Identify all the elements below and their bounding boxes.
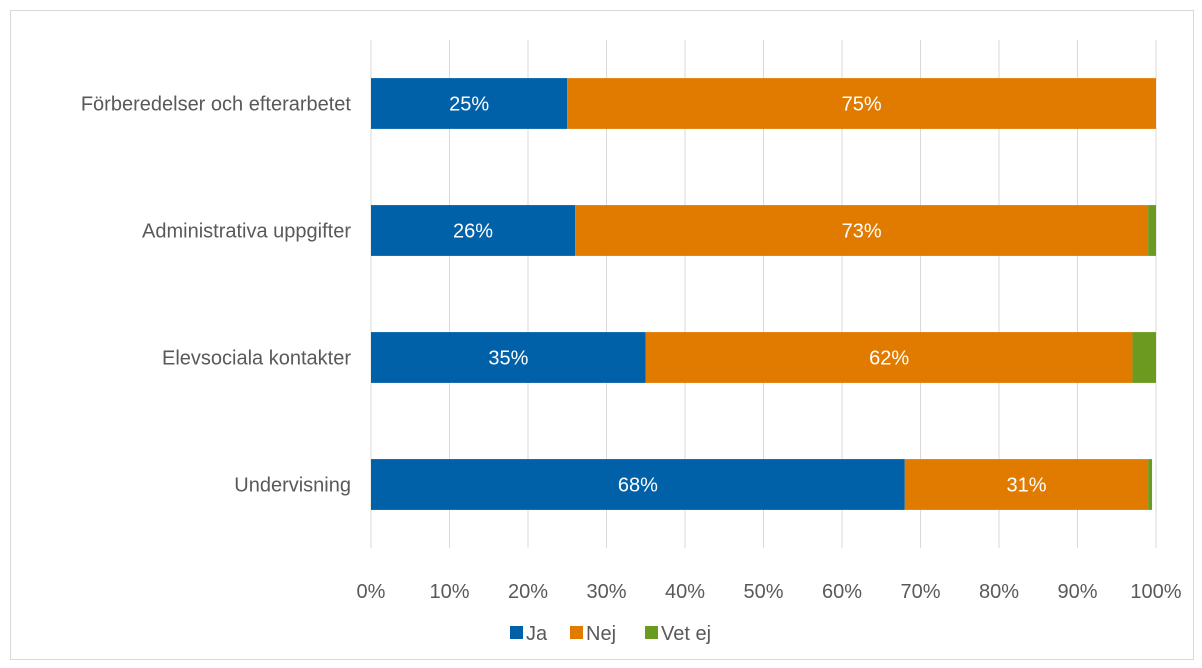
data-label: 68%	[618, 475, 658, 497]
data-label: 73%	[842, 221, 882, 243]
x-tick-label: 80%	[979, 581, 1019, 603]
bar-segment	[1148, 459, 1153, 510]
x-tick-label: 90%	[1057, 581, 1097, 603]
x-tick-label: 10%	[429, 581, 469, 603]
bar-segment	[371, 332, 646, 383]
x-tick-label: 60%	[822, 581, 862, 603]
legend-swatch	[510, 626, 523, 639]
data-label: 25%	[449, 94, 489, 116]
category-label: Administrativa uppgifter	[142, 221, 351, 243]
legend-swatch	[570, 626, 583, 639]
bar-segment	[1148, 205, 1156, 256]
bar-segment	[371, 205, 576, 256]
bar-segment	[645, 332, 1133, 383]
category-label: Elevsociala kontakter	[162, 348, 351, 370]
legend-label: Vet ej	[661, 623, 711, 645]
bar-segment	[567, 78, 1156, 129]
x-tick-label: 100%	[1130, 581, 1181, 603]
x-tick-label: 20%	[508, 581, 548, 603]
data-label: 35%	[488, 348, 528, 370]
data-label: 31%	[1006, 475, 1046, 497]
bar-segment	[1132, 332, 1156, 383]
x-tick-label: 40%	[665, 581, 705, 603]
bar-segment	[904, 459, 1149, 510]
legend-swatch	[645, 626, 658, 639]
x-tick-label: 70%	[900, 581, 940, 603]
bar-segment	[371, 459, 905, 510]
legend-label: Nej	[586, 623, 616, 645]
data-label: 62%	[869, 348, 909, 370]
data-label: 26%	[453, 221, 493, 243]
category-label: Undervisning	[234, 475, 351, 497]
bar-segment	[575, 205, 1149, 256]
legend-label: Ja	[526, 623, 548, 645]
data-label: 75%	[842, 94, 882, 116]
bar-segment	[371, 78, 568, 129]
x-tick-label: 0%	[357, 581, 386, 603]
x-tick-label: 30%	[586, 581, 626, 603]
x-tick-label: 50%	[743, 581, 783, 603]
category-label: Förberedelser och efterarbetet	[81, 94, 352, 116]
